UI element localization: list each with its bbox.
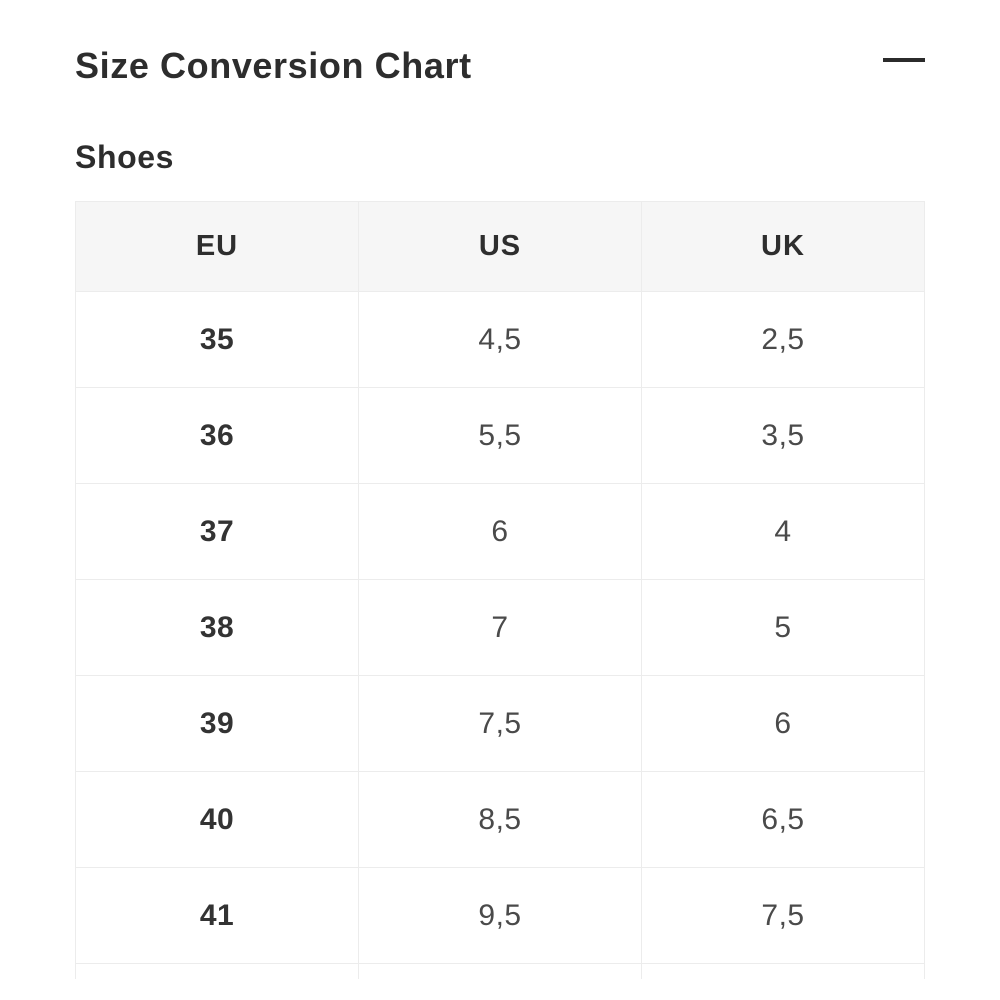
table-header-row: EU US UK [75, 201, 925, 293]
column-header-eu: EU [75, 201, 359, 293]
table-row-partial [75, 963, 925, 980]
table-row: 37 6 4 [75, 483, 925, 581]
us-cell: 7,5 [358, 675, 642, 773]
eu-cell: 41 [75, 867, 359, 965]
uk-cell: 2,5 [641, 291, 925, 389]
uk-cell: 3,5 [641, 387, 925, 485]
uk-cell: 4 [641, 483, 925, 581]
size-conversion-panel: Size Conversion Chart Shoes EU US UK 35 … [75, 44, 925, 980]
table-row: 40 8,5 6,5 [75, 771, 925, 869]
us-cell: 6 [358, 483, 642, 581]
uk-cell: 6,5 [641, 771, 925, 869]
eu-cell [75, 963, 359, 980]
us-cell: 9,5 [358, 867, 642, 965]
column-header-uk: UK [641, 201, 925, 293]
eu-cell: 39 [75, 675, 359, 773]
eu-cell: 40 [75, 771, 359, 869]
eu-cell: 36 [75, 387, 359, 485]
table-row: 39 7,5 6 [75, 675, 925, 773]
uk-cell: 7,5 [641, 867, 925, 965]
section-title-shoes: Shoes [75, 139, 175, 176]
us-cell: 7 [358, 579, 642, 677]
uk-cell: 6 [641, 675, 925, 773]
uk-cell: 5 [641, 579, 925, 677]
size-conversion-table: EU US UK 35 4,5 2,5 36 5,5 3,5 37 [75, 201, 925, 980]
table-row: 41 9,5 7,5 [75, 867, 925, 965]
table-row: 36 5,5 3,5 [75, 387, 925, 485]
us-cell: 4,5 [358, 291, 642, 389]
eu-cell: 35 [75, 291, 359, 389]
page-title: Size Conversion Chart [75, 45, 472, 86]
minus-icon [883, 58, 925, 62]
panel-header: Size Conversion Chart [75, 44, 925, 87]
eu-cell: 37 [75, 483, 359, 581]
column-header-us: US [358, 201, 642, 293]
us-cell: 5,5 [358, 387, 642, 485]
size-table-container: EU US UK 35 4,5 2,5 36 5,5 3,5 37 [75, 201, 925, 980]
eu-cell: 38 [75, 579, 359, 677]
us-cell [358, 963, 642, 980]
table-row: 35 4,5 2,5 [75, 291, 925, 389]
table-row: 38 7 5 [75, 579, 925, 677]
us-cell: 8,5 [358, 771, 642, 869]
collapse-button[interactable] [883, 52, 925, 68]
uk-cell [641, 963, 925, 980]
